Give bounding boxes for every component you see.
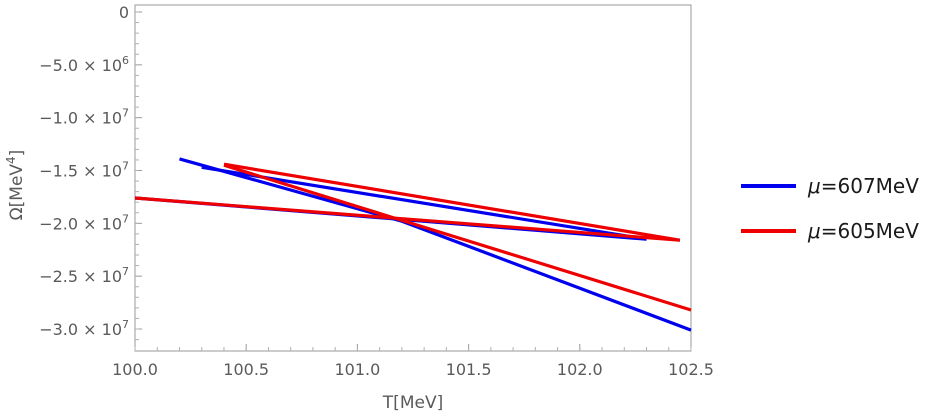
y-tick-label: −1.5 × 107 <box>39 160 129 181</box>
x-tick-label: 101.0 <box>334 360 380 379</box>
x-tick-label: 100.5 <box>223 360 269 379</box>
legend-mu-symbol: μ <box>807 219 821 243</box>
y-tick-label: −1.0 × 107 <box>39 107 129 128</box>
y-axis-label: Ω[MeV4] <box>4 150 27 221</box>
y-tick-label-base: −2.5 × 10 <box>39 267 122 286</box>
y-tick-label-exp: 7 <box>122 265 129 278</box>
y-tick-label-base: −5.0 × 10 <box>39 56 122 75</box>
x-tick-label: 102.5 <box>668 360 714 379</box>
y-tick-label: −5.0 × 106 <box>39 54 129 75</box>
y-tick-label-exp: 7 <box>122 318 129 331</box>
y-axis-ticks: 0−5.0 × 106−1.0 × 107−1.5 × 107−2.0 × 10… <box>39 3 142 341</box>
x-axis-ticks: 100.0 100.5 101.0 101.5 102.0 102.5 <box>112 344 714 379</box>
x-tick-label: 101.5 <box>446 360 492 379</box>
y-tick-label-base: −1.5 × 10 <box>39 162 122 181</box>
legend-entry-label: μ=605MeV <box>807 219 919 243</box>
y-tick-label-exp: 6 <box>122 54 129 67</box>
legend-value: =605MeV <box>821 219 919 243</box>
y-tick-label-base: 0 <box>119 3 129 22</box>
series-line-mu-605 <box>134 196 681 242</box>
y-tick-label-base: −2.0 × 10 <box>39 214 122 233</box>
series-line-mu-605 <box>223 162 681 242</box>
y-tick-label-base: −3.0 × 10 <box>39 320 122 339</box>
plot-frame <box>134 4 692 352</box>
series-line-mu-605 <box>223 163 692 312</box>
x-tick-label: 100.0 <box>112 360 158 379</box>
legend-mu-symbol: μ <box>807 174 821 198</box>
y-tick-label-exp: 7 <box>122 212 129 225</box>
y-tick-label: −3.0 × 107 <box>39 318 129 339</box>
y-tick-label-exp: 7 <box>122 160 129 173</box>
y-axis-label-close: ] <box>7 150 27 157</box>
series-line-mu-607 <box>201 165 647 241</box>
y-axis-label-exp: 4 <box>4 156 18 164</box>
series-layer <box>134 157 692 332</box>
y-tick-label: −2.5 × 107 <box>39 265 129 286</box>
y-tick-label-base: −1.0 × 10 <box>39 109 122 128</box>
x-axis-label: T[MeV] <box>382 393 443 413</box>
y-tick-label: 0 <box>119 3 129 22</box>
y-axis-label-base: Ω[MeV <box>7 164 27 221</box>
x-tick-label: 102.0 <box>557 360 603 379</box>
legend-value: =607MeV <box>821 174 919 198</box>
y-tick-label-exp: 7 <box>122 107 129 120</box>
y-tick-label: −2.0 × 107 <box>39 212 129 233</box>
series-line-mu-607 <box>179 157 692 332</box>
legend-entry-label: μ=607MeV <box>807 174 919 198</box>
